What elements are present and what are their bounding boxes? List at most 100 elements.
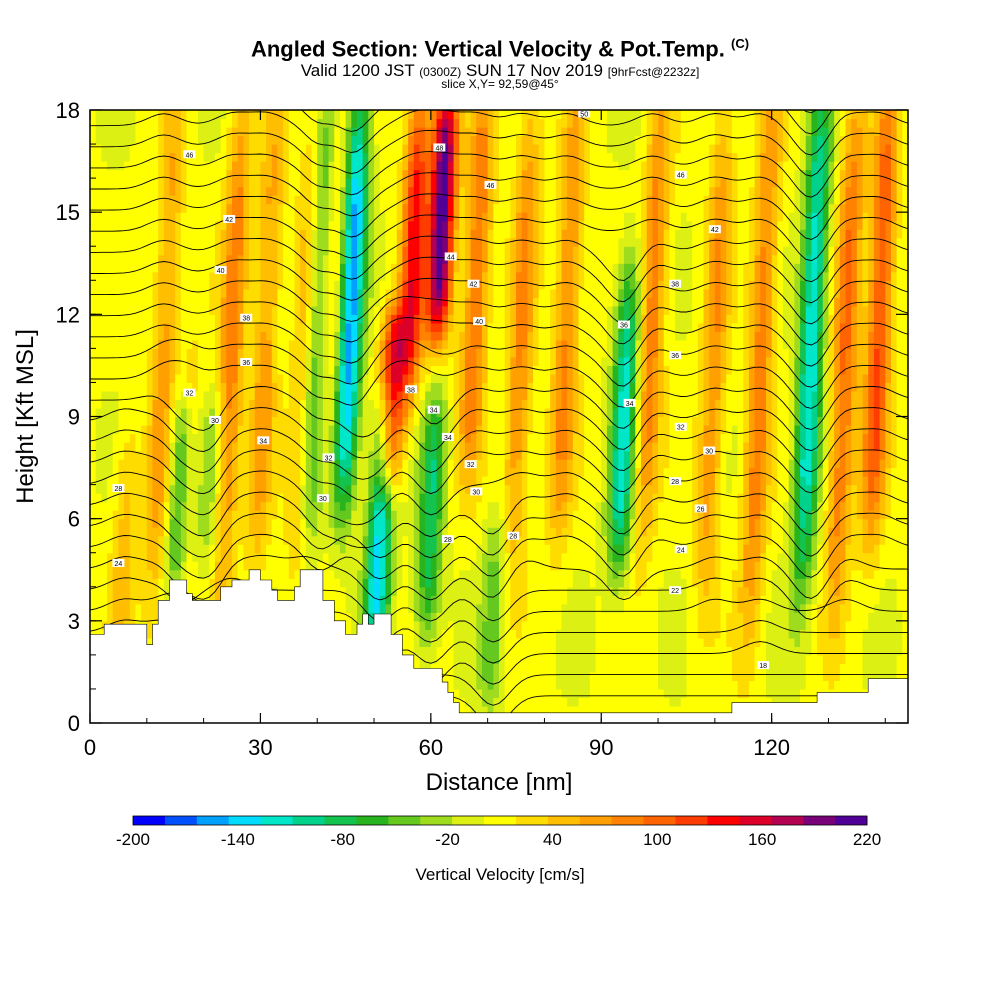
field-cell [334,493,341,503]
field-cell [152,561,159,571]
field-cell [254,425,262,435]
field-cell [163,407,171,418]
field-cell [249,407,256,418]
field-cell [283,254,290,264]
field-cell [345,288,352,298]
field-cell [163,561,171,571]
field-cell [402,229,409,239]
field-cell [271,442,279,452]
field-cell [402,314,409,324]
field-cell [192,331,199,341]
field-cell [305,195,313,205]
field-cell [425,127,432,137]
field-cell [141,578,148,588]
field-cell [430,459,438,469]
field-cell [135,229,142,239]
field-cell [243,365,250,375]
field-cell [447,527,455,537]
field-cell [124,527,131,537]
field-cell [283,331,290,341]
field-cell [186,246,193,256]
field-cell [374,271,381,281]
field-cell [311,288,318,298]
field-cell [135,433,142,443]
field-cell [232,527,239,537]
field-cell [470,578,477,588]
field-cell [408,416,415,426]
field-cell [158,569,165,579]
field-cell [459,322,466,332]
field-cell [203,280,210,290]
field-cell [163,152,171,162]
field-cell [425,297,432,307]
field-cell [95,229,102,239]
field-cell [243,459,250,469]
field-cell [402,271,409,281]
field-cell [453,629,460,639]
field-cell [413,365,421,375]
field-cell [322,237,330,247]
field-cell [317,442,324,452]
field-cell [146,161,154,171]
field-cell [408,203,415,213]
field-cell [334,195,341,205]
field-cell [192,263,199,273]
field-cell [436,390,443,401]
field-cell [328,578,335,588]
field-cell [425,561,432,571]
field-cell [453,646,460,656]
field-cell [311,127,318,137]
field-cell [260,263,267,273]
field-cell [339,484,347,494]
field-cell [180,212,188,222]
field-cell [425,603,432,613]
field-cell [379,433,386,443]
field-cell [266,339,273,349]
field-cell [408,271,415,281]
field-cell [339,186,347,196]
field-cell [283,527,290,537]
field-cell [158,186,165,196]
field-cell [232,493,239,503]
field-cell [101,118,108,128]
field-cell [379,382,386,392]
field-cell [328,339,335,349]
field-cell [430,586,438,596]
field-cell [408,365,415,375]
field-cell [180,331,188,341]
field-cell [311,544,318,554]
field-cell [328,382,335,392]
field-cell [112,348,119,358]
field-cell [124,416,131,426]
field-cell [459,203,466,213]
field-cell [419,365,426,375]
field-cell [124,518,131,528]
field-cell [413,518,421,528]
field-cell [425,135,432,145]
field-cell [107,407,114,418]
field-cell [328,297,335,307]
field-cell [374,305,381,315]
field-cell [425,595,432,605]
field-cell [277,561,284,571]
field-cell [294,288,301,298]
field-cell [334,612,341,622]
field-cell [107,459,114,469]
field-cell [260,246,267,256]
field-cell [425,169,432,179]
field-cell [152,135,159,145]
field-cell [288,127,296,137]
field-cell [419,110,426,120]
field-cell [260,569,267,579]
field-cell [305,348,313,358]
field-cell [300,322,307,332]
field-cell [430,297,438,307]
field-cell [322,527,330,537]
field-cell [158,433,165,443]
field-cell [197,203,205,213]
field-cell [129,322,137,332]
field-cell [118,459,125,469]
field-cell [192,450,199,460]
field-cell [322,484,330,494]
field-cell [459,442,466,452]
